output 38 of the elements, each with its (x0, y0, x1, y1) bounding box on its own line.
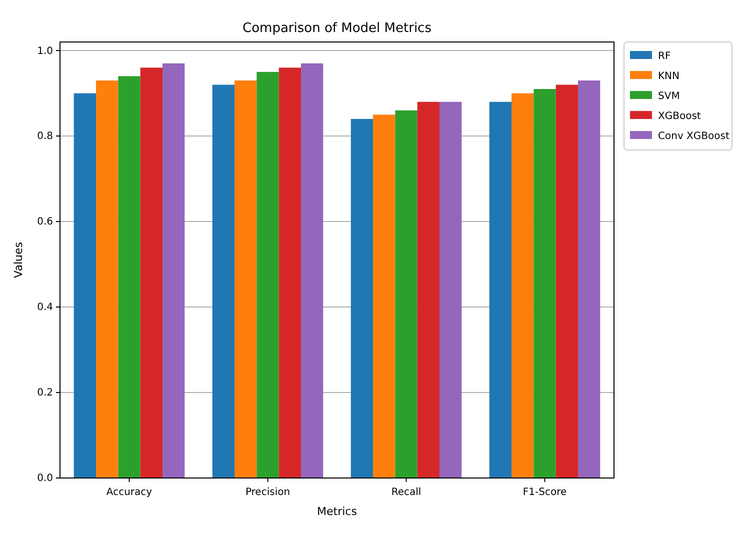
bar (118, 76, 140, 478)
bar (417, 102, 440, 478)
legend-label: Conv XGBoost (658, 131, 730, 142)
y-tick-label: 0.2 (37, 388, 53, 399)
y-tick-label: 0.0 (37, 473, 53, 484)
bar (140, 68, 162, 478)
bar (300, 63, 324, 478)
legend-label: XGBoost (658, 111, 701, 122)
bar (96, 80, 118, 478)
x-axis-title: Metrics (317, 505, 358, 518)
y-axis-title: Values (12, 242, 25, 278)
bar (395, 110, 418, 478)
y-tick-label: 1.0 (37, 46, 53, 57)
legend-label: KNN (658, 71, 680, 82)
bar (489, 102, 512, 478)
x-tick-label: Accuracy (106, 487, 152, 498)
bar (534, 89, 556, 478)
x-tick-label: F1-Score (522, 487, 567, 498)
bar (439, 102, 462, 478)
legend-label: SVM (658, 91, 680, 102)
bar (74, 93, 96, 478)
bar (278, 68, 301, 478)
legend-label: RF (658, 51, 671, 62)
bar (256, 72, 279, 478)
bar (578, 80, 600, 478)
y-tick-label: 0.8 (37, 131, 53, 142)
chart-title: Comparison of Model Metrics (242, 21, 432, 36)
bar (212, 84, 235, 478)
y-tick-label: 0.6 (37, 216, 53, 228)
bar (373, 114, 396, 478)
y-tick-label: 0.4 (37, 302, 53, 314)
bar (350, 118, 374, 478)
bar (512, 93, 534, 478)
bar (162, 63, 185, 478)
bar (556, 84, 578, 478)
bar (234, 80, 257, 478)
x-tick-label: Recall (391, 487, 422, 498)
x-tick-label: Precision (245, 487, 290, 498)
